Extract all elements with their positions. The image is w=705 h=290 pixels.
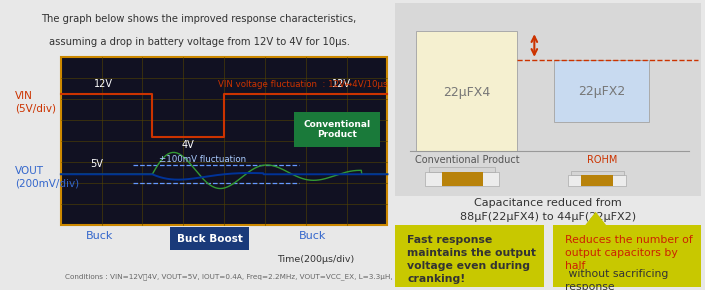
FancyBboxPatch shape <box>442 172 482 186</box>
Text: The graph below shows the improved response characteristics,: The graph below shows the improved respo… <box>42 14 357 24</box>
FancyBboxPatch shape <box>170 227 249 250</box>
FancyBboxPatch shape <box>554 60 649 122</box>
Text: 4V: 4V <box>182 140 195 150</box>
Text: 88μF(22μFX4) to 44μF(22μFX2): 88μF(22μFX4) to 44μF(22μFX2) <box>460 212 636 222</box>
Text: Conventional Product: Conventional Product <box>415 155 519 166</box>
Text: Reduces the number of
output capacitors by
half: Reduces the number of output capacitors … <box>565 235 693 271</box>
Text: 22μFX2: 22μFX2 <box>578 84 625 97</box>
FancyBboxPatch shape <box>395 3 701 196</box>
Text: assuming a drop in battery voltage from 12V to 4V for 10μs.: assuming a drop in battery voltage from … <box>49 37 350 47</box>
Polygon shape <box>584 212 608 227</box>
Text: Capacitance reduced from: Capacitance reduced from <box>474 198 622 208</box>
FancyBboxPatch shape <box>416 31 517 151</box>
FancyBboxPatch shape <box>581 175 613 186</box>
Text: Buck: Buck <box>86 231 114 241</box>
Text: 12V: 12V <box>94 79 113 89</box>
Text: Fast response
maintains the output
voltage even during
cranking!: Fast response maintains the output volta… <box>407 235 536 284</box>
FancyBboxPatch shape <box>426 172 499 186</box>
Text: ±100mV fluctuation: ±100mV fluctuation <box>159 155 246 164</box>
FancyBboxPatch shape <box>571 171 624 175</box>
Polygon shape <box>378 240 395 259</box>
FancyBboxPatch shape <box>61 57 388 224</box>
FancyBboxPatch shape <box>429 167 495 172</box>
Text: ROHM: ROHM <box>587 155 617 166</box>
Text: 5V: 5V <box>90 159 103 169</box>
Text: Buck Boost: Buck Boost <box>176 233 243 244</box>
FancyBboxPatch shape <box>392 224 544 290</box>
FancyBboxPatch shape <box>568 175 626 186</box>
Text: VIN
(5V/div): VIN (5V/div) <box>15 91 56 113</box>
Text: without sacrificing
response: without sacrificing response <box>565 269 668 290</box>
Text: Time(200μs/div): Time(200μs/div) <box>278 255 355 264</box>
Text: Conditions : VIN=12V、4V, VOUT=5V, IOUT=0.4A, Freq=2.2MHz, VOUT=VCC_EX, L=3.3μH, : Conditions : VIN=12V、4V, VOUT=5V, IOUT=0… <box>65 273 448 280</box>
Text: VIN voltage fluctuation  : 12V↔4V/10μs: VIN voltage fluctuation : 12V↔4V/10μs <box>218 80 387 89</box>
Text: 12V: 12V <box>332 79 351 89</box>
FancyBboxPatch shape <box>294 112 379 147</box>
FancyBboxPatch shape <box>553 224 704 290</box>
Text: Conventional
Product: Conventional Product <box>303 120 370 139</box>
Text: VOUT
(200mV/div): VOUT (200mV/div) <box>15 166 79 189</box>
Text: Buck: Buck <box>299 231 326 241</box>
Text: 22μFX4: 22μFX4 <box>443 86 491 99</box>
